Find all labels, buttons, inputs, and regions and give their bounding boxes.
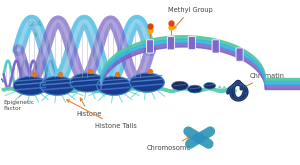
Text: Methyl Group: Methyl Group [168,7,213,29]
Text: Chromatin: Chromatin [243,73,285,87]
Text: Histone Tails: Histone Tails [67,100,136,129]
Text: Histone: Histone [77,98,102,117]
Circle shape [13,76,48,95]
FancyBboxPatch shape [146,40,154,53]
Text: Chromosome: Chromosome [147,137,191,151]
Circle shape [188,85,202,93]
FancyBboxPatch shape [236,48,243,61]
FancyBboxPatch shape [167,37,175,50]
Circle shape [40,76,75,95]
Circle shape [130,73,164,92]
Circle shape [70,73,105,92]
Circle shape [204,82,216,89]
Text: DNA: DNA [28,21,42,36]
FancyBboxPatch shape [188,36,195,50]
Circle shape [172,81,188,90]
Text: Epigenetic
Factor: Epigenetic Factor [4,100,35,111]
FancyBboxPatch shape [212,40,219,53]
Circle shape [97,76,131,95]
